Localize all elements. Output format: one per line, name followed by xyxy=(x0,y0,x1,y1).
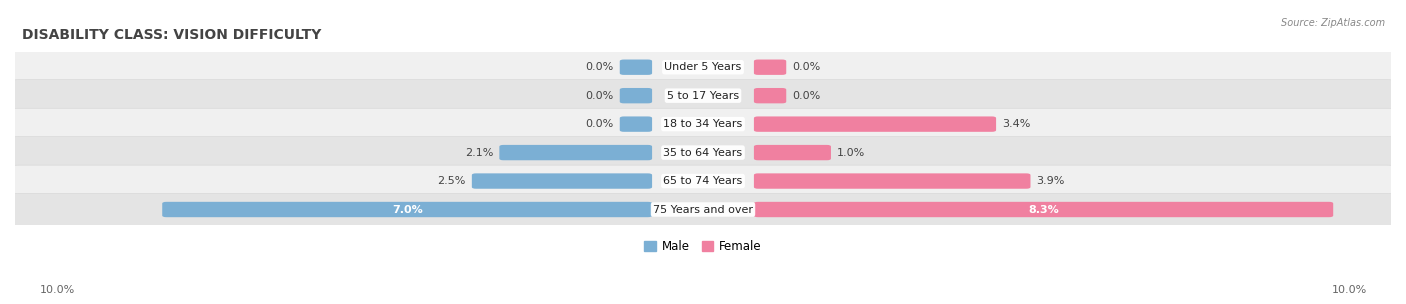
Text: 7.0%: 7.0% xyxy=(392,205,423,215)
Text: 65 to 74 Years: 65 to 74 Years xyxy=(664,176,742,186)
Text: 0.0%: 0.0% xyxy=(585,91,613,101)
FancyBboxPatch shape xyxy=(620,88,652,103)
FancyBboxPatch shape xyxy=(620,116,652,132)
FancyBboxPatch shape xyxy=(754,145,831,160)
FancyBboxPatch shape xyxy=(620,60,652,75)
FancyBboxPatch shape xyxy=(8,165,1398,197)
Text: 2.5%: 2.5% xyxy=(437,176,465,186)
Text: DISABILITY CLASS: VISION DIFFICULTY: DISABILITY CLASS: VISION DIFFICULTY xyxy=(22,28,321,42)
Text: 0.0%: 0.0% xyxy=(793,62,821,72)
Text: 3.9%: 3.9% xyxy=(1036,176,1066,186)
Text: 18 to 34 Years: 18 to 34 Years xyxy=(664,119,742,129)
FancyBboxPatch shape xyxy=(754,202,1333,217)
FancyBboxPatch shape xyxy=(754,116,995,132)
FancyBboxPatch shape xyxy=(8,137,1398,168)
Text: 0.0%: 0.0% xyxy=(585,119,613,129)
FancyBboxPatch shape xyxy=(8,194,1398,226)
FancyBboxPatch shape xyxy=(8,108,1398,140)
Text: Under 5 Years: Under 5 Years xyxy=(665,62,741,72)
FancyBboxPatch shape xyxy=(499,145,652,160)
FancyBboxPatch shape xyxy=(162,202,652,217)
Text: Source: ZipAtlas.com: Source: ZipAtlas.com xyxy=(1281,18,1385,28)
FancyBboxPatch shape xyxy=(8,51,1398,83)
FancyBboxPatch shape xyxy=(472,173,652,189)
FancyBboxPatch shape xyxy=(754,88,786,103)
Text: 8.3%: 8.3% xyxy=(1028,205,1059,215)
FancyBboxPatch shape xyxy=(8,80,1398,112)
Text: 0.0%: 0.0% xyxy=(793,91,821,101)
Text: 2.1%: 2.1% xyxy=(465,147,494,157)
Text: 10.0%: 10.0% xyxy=(39,285,75,295)
Text: 0.0%: 0.0% xyxy=(585,62,613,72)
Text: 5 to 17 Years: 5 to 17 Years xyxy=(666,91,740,101)
FancyBboxPatch shape xyxy=(754,173,1031,189)
FancyBboxPatch shape xyxy=(754,60,786,75)
Text: 1.0%: 1.0% xyxy=(837,147,866,157)
Text: 35 to 64 Years: 35 to 64 Years xyxy=(664,147,742,157)
Text: 75 Years and over: 75 Years and over xyxy=(652,205,754,215)
Text: 10.0%: 10.0% xyxy=(1331,285,1367,295)
Legend: Male, Female: Male, Female xyxy=(640,235,766,257)
Text: 3.4%: 3.4% xyxy=(1002,119,1031,129)
